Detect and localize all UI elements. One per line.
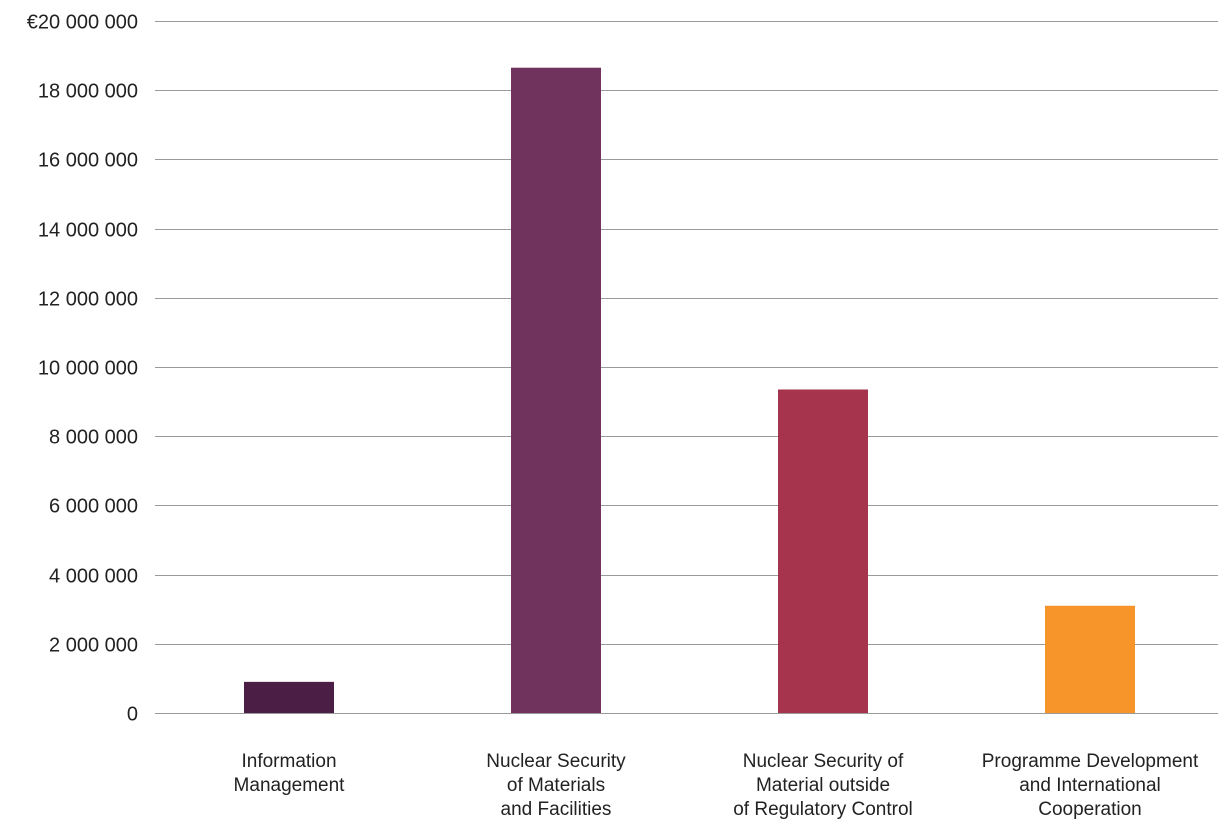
- y-tick-label-0: 0: [127, 704, 138, 726]
- y-axis-tick-labels: 0 2 000 000 4 000 000 6 000 000 8 000 000 10 …: [27, 12, 138, 726]
- x-category-label-line: Cooperation: [1038, 799, 1142, 820]
- bars: [244, 68, 1135, 713]
- x-category-label-1: Nuclear Security of Materials and Faciliti…: [486, 751, 626, 820]
- x-category-label-line: of Regulatory Control: [733, 799, 913, 820]
- bar-1: [511, 68, 601, 713]
- x-category-label-line: of Materials: [507, 775, 605, 796]
- x-category-label-line: Information: [241, 751, 336, 772]
- y-tick-label-7: 14 000 000: [38, 220, 138, 242]
- x-axis-category-labels: Information Management Nuclear Security of …: [234, 751, 1199, 820]
- y-tick-label-2: 4 000 000: [49, 566, 138, 588]
- y-tick-label-3: 6 000 000: [49, 496, 138, 518]
- x-category-label-line: and Facilities: [501, 799, 612, 820]
- x-category-label-2: Nuclear Security of Material outside of Re…: [733, 751, 913, 820]
- x-category-label-3: Programme Development and International Co…: [982, 751, 1199, 820]
- y-tick-label-1: 2 000 000: [49, 635, 138, 657]
- bar-2: [778, 389, 868, 713]
- y-tick-label-4: 8 000 000: [49, 427, 138, 449]
- y-tick-label-9: 18 000 000: [38, 81, 138, 103]
- x-category-label-line: and International: [1019, 775, 1161, 796]
- x-category-label-line: Material outside: [756, 775, 890, 796]
- y-tick-label-8: 16 000 000: [38, 150, 138, 172]
- bar-0: [244, 682, 334, 713]
- y-tick-label-5: 10 000 000: [38, 358, 138, 380]
- x-category-label-line: Management: [234, 775, 346, 796]
- y-tick-label-6: 12 000 000: [38, 289, 138, 311]
- bar-3: [1045, 606, 1135, 713]
- x-category-label-line: Nuclear Security: [486, 751, 626, 772]
- x-category-label-0: Information Management: [234, 751, 346, 796]
- y-tick-label-10: €20 000 000: [27, 12, 138, 34]
- x-category-label-line: Nuclear Security of: [743, 751, 904, 772]
- x-category-label-line: Programme Development: [982, 751, 1199, 772]
